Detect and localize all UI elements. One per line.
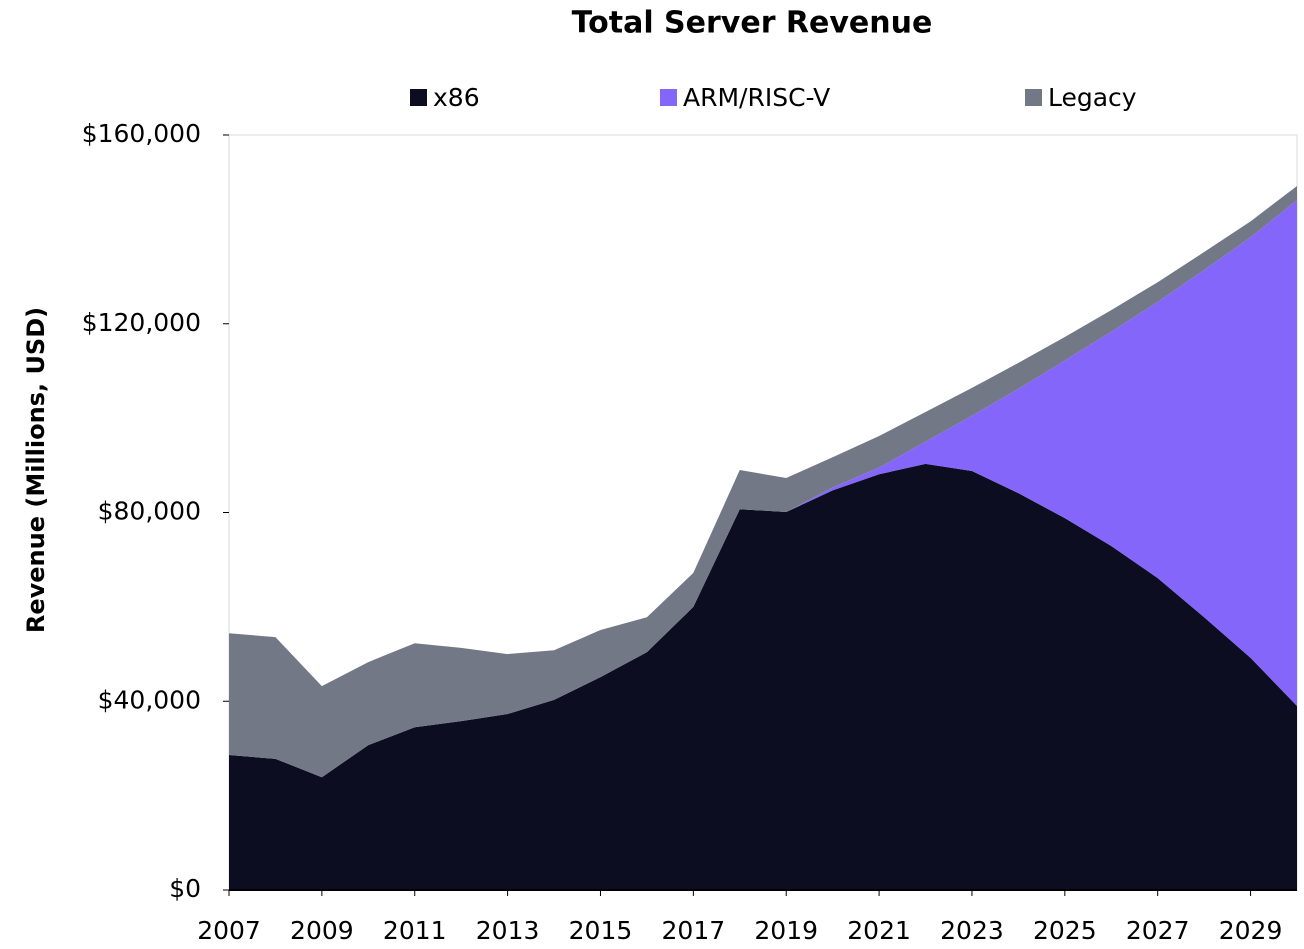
y-tick-label: $0 [169, 874, 201, 903]
x-tick-label: 2009 [290, 916, 354, 945]
x-tick-label: 2021 [847, 916, 911, 945]
legend-swatch [1025, 89, 1042, 106]
chart-title: Total Server Revenue [572, 6, 933, 41]
x-tick-label: 2025 [1033, 916, 1097, 945]
x-tick-label: 2023 [940, 916, 1004, 945]
x-tick-label: 2015 [569, 916, 633, 945]
x-tick-label: 2019 [754, 916, 818, 945]
x-tick-label: 2027 [1126, 916, 1190, 945]
y-tick-label: $80,000 [98, 497, 201, 526]
area [229, 463, 1297, 890]
x-tick-label: 2013 [476, 916, 540, 945]
y-tick-label: $40,000 [98, 685, 201, 714]
legend-swatch [410, 89, 427, 106]
x-tick-label: 2017 [662, 916, 726, 945]
legend-label: x86 [433, 83, 480, 112]
y-axis-label: Revenue (Millions, USD) [22, 307, 50, 633]
x-tick-label: 2029 [1219, 916, 1283, 945]
legend-label: ARM/RISC-V [683, 83, 830, 112]
area [229, 185, 1297, 778]
y-tick-label: $120,000 [82, 308, 201, 337]
area [229, 200, 1297, 778]
y-tick-label: $160,000 [82, 119, 201, 148]
x-tick-label: 2007 [197, 916, 261, 945]
legend-label: Legacy [1048, 83, 1137, 112]
legend-swatch [660, 89, 677, 106]
x-tick-label: 2011 [383, 916, 447, 945]
